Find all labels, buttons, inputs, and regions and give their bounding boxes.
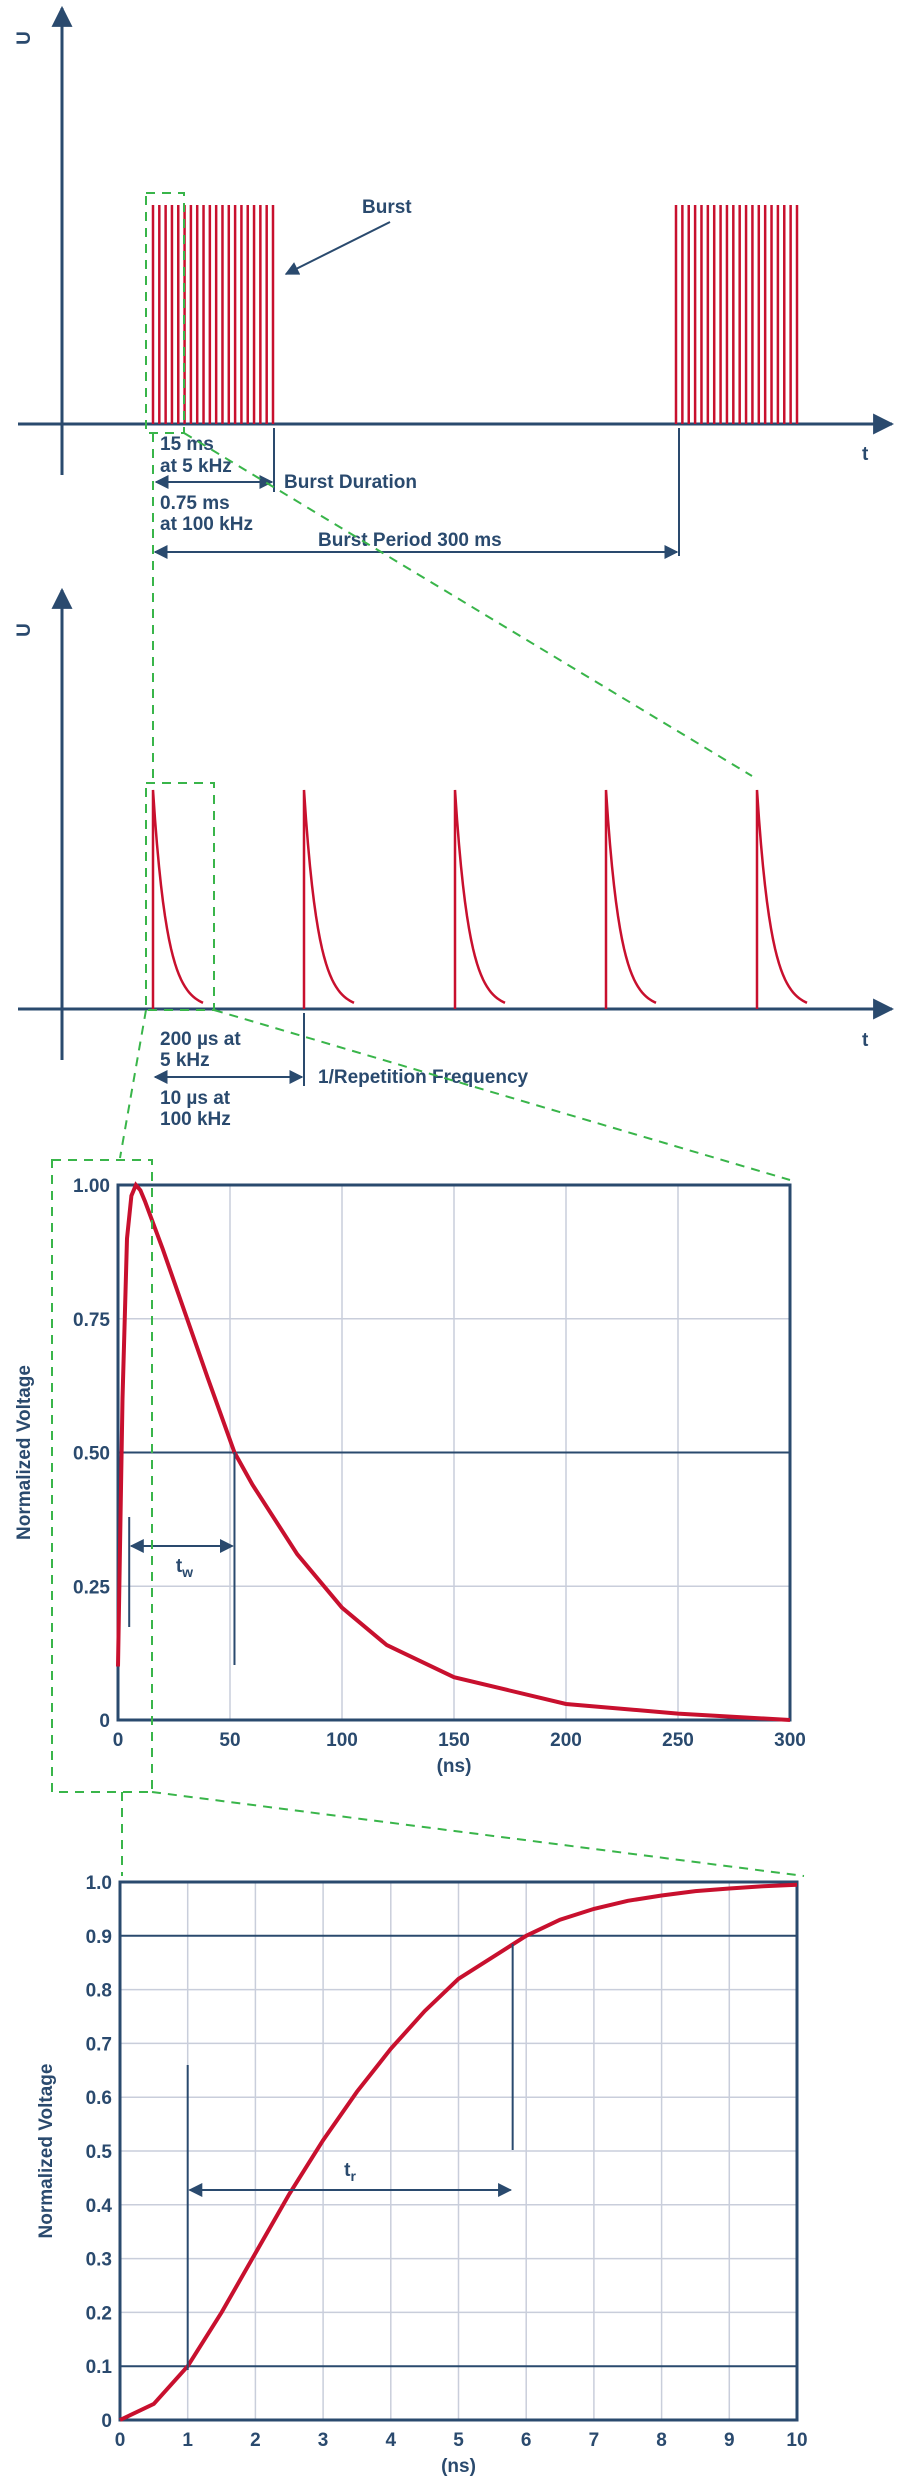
panel2-x-axis-label: t: [862, 1030, 869, 1051]
x-tick-label: 5: [453, 2430, 464, 2451]
y-axis-title: Normalized Voltage: [36, 2064, 57, 2239]
x-tick-label: 50: [219, 1730, 240, 1751]
waveform-curve: [116, 1181, 791, 1722]
burst-duration-100k-line1: 0.75 ms: [160, 493, 230, 514]
y-axis-title: Normalized Voltage: [14, 1365, 35, 1540]
burst-period-label: Burst Period 300 ms: [318, 530, 502, 551]
y-tick-label: 0.1: [86, 2357, 113, 2378]
zoom-connector-2-right: [213, 1009, 791, 1181]
burst-duration-5k-line2: at 5 kHz: [160, 456, 232, 477]
x-tick-label: 10: [786, 2430, 807, 2451]
x-tick-label: 300: [774, 1730, 806, 1751]
burst-duration-5k-line1: 15 ms: [160, 434, 214, 455]
y-tick-label: 0.50: [73, 1444, 110, 1465]
x-tick-label: 6: [521, 2430, 532, 2451]
x-tick-label: 9: [724, 2430, 735, 2451]
y-tick-label: 0.75: [73, 1310, 110, 1331]
burst-duration-label: Burst Duration: [284, 472, 417, 493]
y-tick-label: 1.00: [73, 1176, 110, 1197]
panel1-y-axis-label: U: [14, 31, 35, 45]
pulse-train: [151, 789, 808, 1009]
panel-pulse-train: U t 200 µs at 5 kHz 1/Repetition Frequen…: [14, 587, 895, 1130]
period-100k-line2: 100 kHz: [160, 1109, 231, 1130]
burst-pointer-arrow: [284, 221, 391, 275]
y-tick-label: 0.25: [73, 1577, 110, 1598]
pulse: [302, 789, 355, 1009]
y-tick-label: 0.9: [86, 1927, 112, 1948]
panel-burst-train: U t Burst 15 ms at 5 kHz Burst Duration …: [14, 5, 895, 559]
y-tick-label: 0.4: [86, 2196, 113, 2217]
x-tick-label: 150: [438, 1730, 470, 1751]
y-tick-label: 0.8: [86, 1981, 112, 2002]
zoom-box-2: [145, 782, 215, 1011]
burst-label: Burst: [362, 197, 412, 218]
x-tick-label: 100: [326, 1730, 358, 1751]
y-tick-label: 0.6: [86, 2088, 112, 2109]
burst-duration-100k-line2: at 100 kHz: [160, 514, 253, 535]
y-tick-label: 1.0: [86, 1873, 112, 1894]
rise-time-chart: 0 1 2 3 4 5 6 7 8 9 10 0 0.1 0.2 0.3 0.4 0.5 0.6 0.7 0.8 0.9…: [36, 1873, 808, 2477]
annotation-label: tw: [176, 1556, 193, 1580]
zoom-box-1: [145, 192, 185, 434]
x-axis-title: (ns): [437, 1756, 472, 1777]
y-tick-label: 0.3: [86, 2250, 112, 2271]
x-tick-label: 8: [656, 2430, 667, 2451]
y-tick-label: 0: [101, 2411, 112, 2432]
single-pulse-chart: 0 50 100 150 200 250 300 0 0.25 0.50 0.75 1.00 tw (ns…: [14, 1176, 806, 1777]
pulse: [604, 789, 657, 1009]
x-axis-title: (ns): [441, 2456, 476, 2477]
panel2-y-axis-label: U: [14, 623, 35, 637]
waveform-curve: [119, 1882, 798, 2422]
repetition-frequency-label: 1/Repetition Frequency: [318, 1067, 529, 1088]
y-tick-label: 0.7: [86, 2034, 112, 2055]
x-tick-label: 0: [115, 2430, 126, 2451]
annotation-label: tr: [344, 2160, 356, 2184]
x-tick-label: 7: [589, 2430, 600, 2451]
x-tick-label: 0: [113, 1730, 124, 1751]
x-tick-label: 1: [182, 2430, 193, 2451]
panel1-x-axis-label: t: [862, 444, 869, 465]
y-tick-label: 0.2: [86, 2303, 112, 2324]
pulse: [755, 789, 808, 1009]
x-tick-label: 3: [318, 2430, 329, 2451]
plot-frame: [118, 1880, 799, 2422]
y-tick-label: 0.5: [86, 2142, 113, 2163]
plot-frame: [116, 1183, 792, 1722]
pulse: [453, 789, 506, 1009]
burst-1-pulses: [151, 205, 275, 424]
burst-2-pulses: [674, 205, 799, 424]
x-tick-label: 250: [662, 1730, 694, 1751]
zoom-box-3: [51, 1159, 153, 1793]
x-tick-label: 200: [550, 1730, 582, 1751]
zoom-connector-2-left: [119, 1009, 147, 1159]
zoom-connector-1-right: [183, 432, 753, 777]
zoom-connector-3-right: [151, 1791, 805, 1877]
x-tick-label: 2: [250, 2430, 261, 2451]
period-5k-line1: 200 µs at: [160, 1029, 241, 1050]
period-5k-line2: 5 kHz: [160, 1050, 210, 1071]
period-100k-line1: 10 µs at: [160, 1088, 231, 1109]
annotation-subscript: r: [351, 2168, 357, 2184]
y-tick-label: 0: [99, 1711, 110, 1732]
pulse: [151, 789, 204, 1009]
annotation-subscript: w: [181, 1564, 193, 1580]
x-tick-label: 4: [386, 2430, 397, 2451]
